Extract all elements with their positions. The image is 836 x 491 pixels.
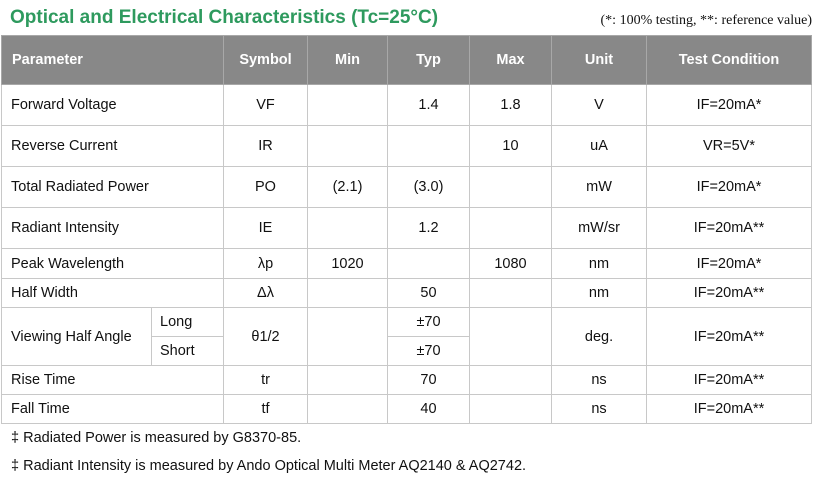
- cell-max: [469, 394, 552, 424]
- cell-max: [469, 166, 552, 208]
- cell-symbol: IR: [223, 125, 308, 167]
- cell-max: [469, 365, 552, 395]
- cell-symbol: tr: [223, 365, 308, 395]
- column-header-typ: Typ: [387, 35, 470, 85]
- cell-condition: IF=20mA**: [646, 365, 812, 395]
- cell-condition-viewing: IF=20mA**: [646, 307, 812, 366]
- cell-typ: 1.4: [387, 84, 470, 126]
- cell-unit: nm: [551, 278, 647, 308]
- cell-parameter: Reverse Current: [1, 125, 224, 167]
- cell-symbol: λp: [223, 248, 308, 279]
- cell-unit-viewing: deg.: [551, 307, 647, 366]
- cell-symbol: Δλ: [223, 278, 308, 308]
- column-header-max: Max: [469, 35, 552, 85]
- table-row: Total Radiated Power PO (2.1) (3.0) mW I…: [1, 166, 812, 208]
- column-header-unit: Unit: [551, 35, 647, 85]
- table-row-viewing-long: Viewing Half Angle Long θ1/2 ±70 deg. IF…: [1, 307, 812, 366]
- cell-unit: ns: [551, 365, 647, 395]
- column-header-min: Min: [307, 35, 388, 85]
- table-row: Rise Time tr 70 ns IF=20mA**: [1, 365, 812, 395]
- cell-symbol-viewing: θ1/2: [223, 307, 308, 366]
- cell-parameter: Forward Voltage: [1, 84, 224, 126]
- cell-symbol: IE: [223, 207, 308, 249]
- table-row: Forward Voltage VF 1.4 1.8 V IF=20mA*: [1, 84, 812, 126]
- cell-symbol: PO: [223, 166, 308, 208]
- cell-parameter: Total Radiated Power: [1, 166, 224, 208]
- table-row: Fall Time tf 40 ns IF=20mA**: [1, 394, 812, 424]
- cell-unit: V: [551, 84, 647, 126]
- cell-min-viewing: [307, 307, 388, 366]
- cell-parameter: Rise Time: [1, 365, 224, 395]
- cell-typ: [387, 248, 470, 279]
- table-row: Reverse Current IR 10 uA VR=5V*: [1, 125, 812, 167]
- cell-max: 1080: [469, 248, 552, 279]
- cell-typ: (3.0): [387, 166, 470, 208]
- cell-typ: 1.2: [387, 207, 470, 249]
- cell-condition: IF=20mA**: [646, 394, 812, 424]
- cell-parameter: Half Width: [1, 278, 224, 308]
- cell-typ: 70: [387, 365, 470, 395]
- cell-min: 1020: [307, 248, 388, 279]
- column-header-symbol: Symbol: [223, 35, 308, 85]
- cell-unit: mW/sr: [551, 207, 647, 249]
- testing-legend-note: (*: 100% testing, **: reference value): [600, 13, 812, 28]
- cell-typ-short: ±70: [387, 336, 470, 366]
- cell-max: 10: [469, 125, 552, 167]
- table-row: Peak Wavelength λp 1020 1080 nm IF=20mA*: [1, 248, 812, 279]
- cell-subparameter-long: Long: [151, 307, 224, 337]
- cell-condition: IF=20mA*: [646, 84, 812, 126]
- cell-min: [307, 278, 388, 308]
- cell-unit: mW: [551, 166, 647, 208]
- cell-max-viewing: [469, 307, 552, 366]
- table-row: Radiant Intensity IE 1.2 mW/sr IF=20mA**: [1, 207, 812, 249]
- cell-parameter: Fall Time: [1, 394, 224, 424]
- cell-parameter-viewing: Viewing Half Angle: [1, 307, 152, 366]
- footnote-radiated-power: ‡ Radiated Power is measured by G8370-85…: [11, 430, 302, 446]
- cell-symbol: VF: [223, 84, 308, 126]
- cell-max: 1.8: [469, 84, 552, 126]
- cell-typ: [387, 125, 470, 167]
- cell-condition: IF=20mA**: [646, 207, 812, 249]
- cell-subparameter-short: Short: [151, 336, 224, 366]
- cell-unit: uA: [551, 125, 647, 167]
- page-title: Optical and Electrical Characteristics (…: [10, 7, 439, 28]
- cell-unit: ns: [551, 394, 647, 424]
- cell-min: (2.1): [307, 166, 388, 208]
- cell-max: [469, 207, 552, 249]
- table-header-row: Parameter Symbol Min Typ Max Unit Test C…: [1, 35, 812, 85]
- cell-typ: 50: [387, 278, 470, 308]
- cell-condition: VR=5V*: [646, 125, 812, 167]
- characteristics-table: Parameter Symbol Min Typ Max Unit Test C…: [1, 35, 812, 424]
- table-row: Half Width Δλ 50 nm IF=20mA**: [1, 278, 812, 308]
- cell-parameter: Radiant Intensity: [1, 207, 224, 249]
- cell-symbol: tf: [223, 394, 308, 424]
- footnote-radiant-intensity: ‡ Radiant Intensity is measured by Ando …: [11, 458, 527, 474]
- cell-unit: nm: [551, 248, 647, 279]
- table-row-viewing-short: Short ±70: [2, 336, 812, 366]
- cell-min: [307, 125, 388, 167]
- cell-typ-long: ±70: [387, 307, 470, 337]
- column-header-parameter: Parameter: [1, 35, 224, 85]
- cell-parameter: Peak Wavelength: [1, 248, 224, 279]
- cell-condition: IF=20mA**: [646, 278, 812, 308]
- cell-condition: IF=20mA*: [646, 166, 812, 208]
- cell-min: [307, 394, 388, 424]
- cell-max: [469, 278, 552, 308]
- column-header-test-condition: Test Condition: [646, 35, 812, 85]
- cell-min: [307, 365, 388, 395]
- cell-typ: 40: [387, 394, 470, 424]
- cell-min: [307, 84, 388, 126]
- cell-min: [307, 207, 388, 249]
- cell-condition: IF=20mA*: [646, 248, 812, 279]
